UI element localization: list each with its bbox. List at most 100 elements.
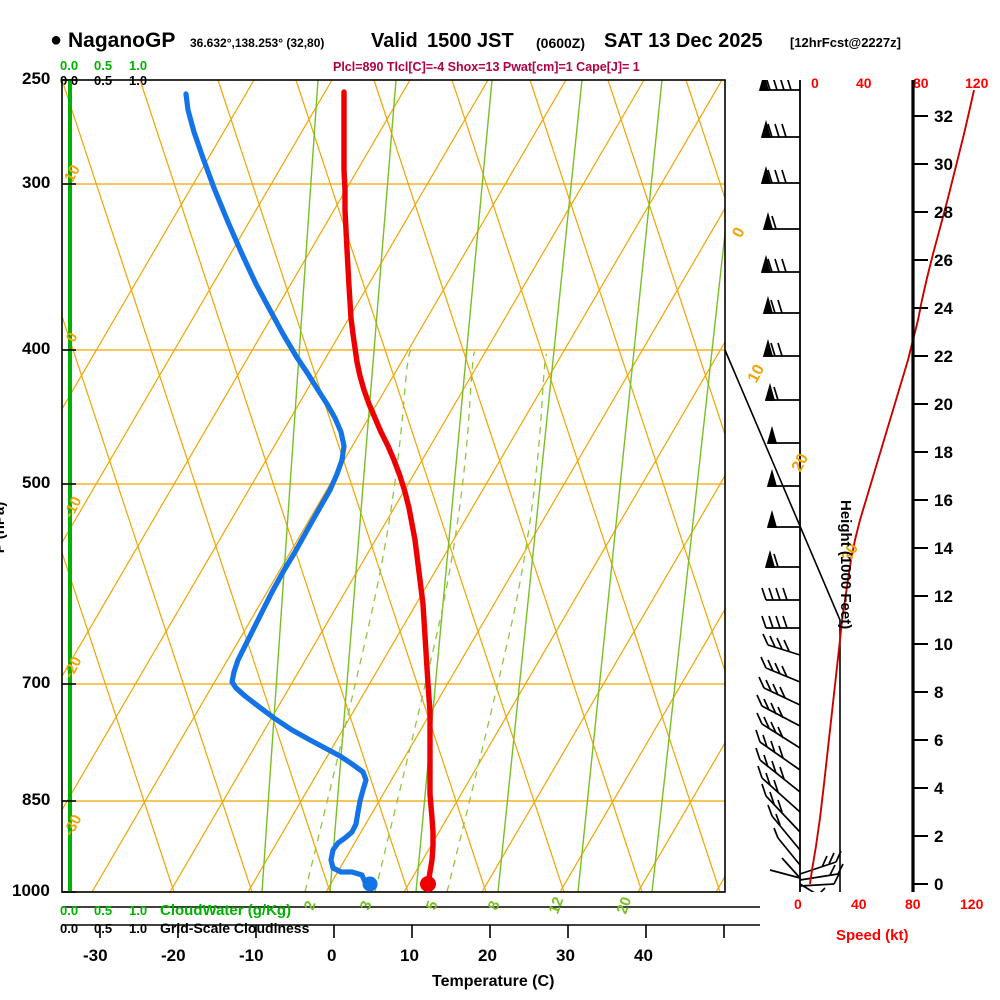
cloudiness-axis-label: Grid-Scale Cloudiness [160,920,310,936]
temp-tick-20: 20 [478,946,497,965]
height-ticks [913,115,928,885]
wind-barb [760,119,800,138]
plot-frame [61,79,726,893]
height-tick-14: 14 [934,539,953,558]
wind-barb [757,765,801,813]
cloudiness-bottom-tick-0: 0.0 [60,921,79,936]
speed-tick-0: 0 [811,75,819,91]
wind-barb [766,468,800,487]
height-tick-16: 16 [934,491,953,510]
cloudwater-bottom-tick-1: 0.5 [94,903,113,918]
height-tick-32: 32 [934,107,953,126]
pressure-label-250: 250 [22,69,51,88]
pressure-label-850: 850 [22,790,51,809]
speed-bottom-tick-1: 40 [851,896,867,912]
wind-barb [760,656,801,683]
dewpoint-trace [183,91,378,892]
temp-tick--10: -10 [239,946,264,965]
temp-tick-30: 30 [556,946,575,965]
wind-barb [762,338,800,357]
height-tick-2: 2 [934,827,944,846]
height-tick-18: 18 [934,443,953,462]
temp-tick-0: 0 [327,946,337,965]
temp-tick--20: -20 [161,946,186,965]
height-tick-28: 28 [934,203,953,222]
pressure-label-300: 300 [22,173,51,192]
height-tick-26: 26 [934,251,953,270]
wind-barb [799,850,842,875]
pressure-label-1000: 1000 [12,881,50,900]
wind-barb [761,587,800,601]
cloudwater-axis-label: CloudWater (g/Kg) [160,902,292,919]
wind-speed-curve [809,89,975,885]
valid-date: SAT 13 Dec 2025 [604,30,763,52]
pressure-label-700: 700 [22,673,51,692]
height-tick-30: 30 [934,155,953,174]
speed-bottom-tick-2: 80 [905,896,921,912]
cloudiness-bottom-tick-1: 0.5 [94,921,113,936]
speed-tick-1: 40 [856,75,872,91]
wind-barb [764,382,800,401]
station-name: NaganoGP [68,29,176,52]
pressure-axis-label: P (hPa) [0,501,9,553]
pressure-ticks [62,79,76,893]
valid-time-z: (0600Z) [536,35,586,51]
sounding-parameters: Plcl=890 Tlcl[C]=-4 Shox=13 Pwat[cm]=1 C… [333,60,640,74]
height-tick-4: 4 [934,779,944,798]
wind-barb [799,873,840,887]
height-tick-20: 20 [934,395,953,414]
wind-barb [761,615,800,629]
cloudiness-bottom-tick-2: 1.0 [129,921,148,936]
wind-barb [764,549,800,568]
speed-bottom-tick-3: 120 [960,896,984,912]
wind-barb [766,425,800,444]
height-tick-24: 24 [934,299,953,318]
wind-barb [769,857,801,879]
wind-barb [762,633,801,656]
skew-grid-lines [62,80,725,892]
temp-tick-40: 40 [634,946,653,965]
cloudwater-tick-0: 0.0 [60,58,79,73]
cloudwater-tick-1: 0.5 [94,58,113,73]
temp-tick--30: -30 [83,946,108,965]
wind-barb [758,80,800,91]
wind-barb [766,509,800,528]
station-bullet-icon: ● [50,29,63,51]
forecast-tag: [12hrFcst@2227z] [790,35,901,50]
height-tick-22: 22 [934,347,953,366]
temperature-surface-marker [420,876,436,892]
wind-barb [761,783,801,833]
height-tick-10: 10 [934,635,953,654]
temperature-trace [341,89,436,892]
wind-barb [756,712,801,749]
cloudwater-bottom-tick-2: 1.0 [129,903,148,918]
pressure-label-500: 500 [22,473,51,492]
wind-barb [760,165,800,184]
wind-barb [799,863,844,881]
height-tick-0: 0 [934,875,944,894]
height-axis-label: Height (1000 Feet) [837,500,854,630]
cloudwater-bottom-tick-0: 0.0 [60,903,79,918]
speed-tick-3: 120 [965,75,989,91]
valid-time: 1500 JST [427,30,514,52]
temp-tick-10: 10 [400,946,419,965]
speed-tick-2: 80 [913,75,929,91]
wind-barb [760,254,800,273]
pressure-label-400: 400 [22,339,51,358]
wind-barb [755,729,801,771]
height-tick-12: 12 [934,587,953,606]
height-tick-8: 8 [934,683,944,702]
dewpoint-surface-marker [362,876,378,892]
wind-envelope-line [724,349,841,892]
wind-barb [767,804,801,851]
cloudwater-tick-2: 1.0 [129,58,148,73]
wind-barb [762,295,800,314]
wind-barb [773,827,801,866]
temperature-ticks [99,925,725,938]
station-coordinates: 36.632°,138.253° (32,80) [190,36,325,50]
temperature-axis-label: Temperature (C) [432,973,555,990]
wind-barb [799,883,826,892]
wind-barb [755,747,801,793]
